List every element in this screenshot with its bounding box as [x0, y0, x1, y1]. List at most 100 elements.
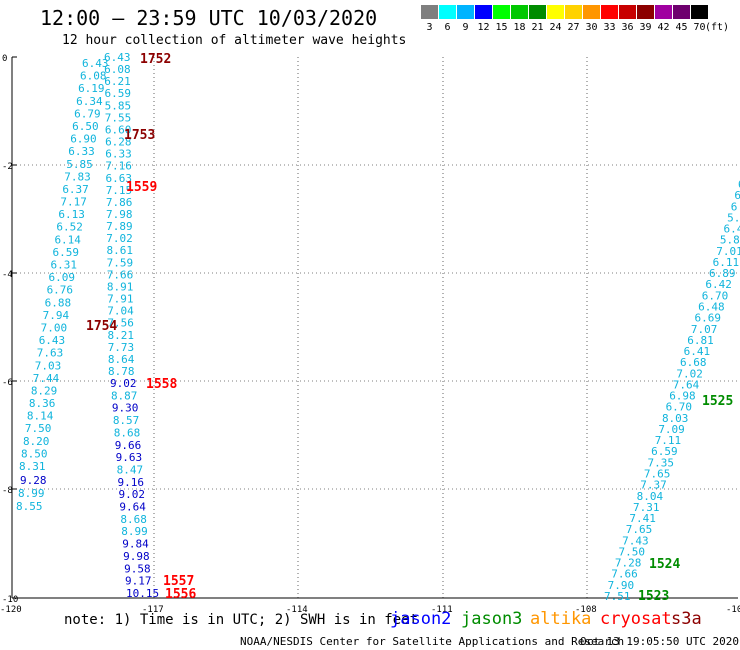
colorbar-label: 27	[567, 22, 580, 33]
track-b-value: 7.66	[107, 268, 133, 281]
track-a-value: 8.31	[19, 460, 46, 473]
track-b-value: 6.33	[105, 148, 132, 161]
track-b-value: 8.57	[113, 414, 140, 427]
track-a-value: 8.99	[18, 487, 45, 500]
track-a-value: 6.34	[76, 95, 103, 108]
track-c-value: 7.43	[622, 534, 649, 547]
track-c-value: 5.8	[727, 211, 740, 224]
track-c-value: 7.41	[629, 512, 656, 525]
track-b-value: 8.61	[106, 244, 133, 257]
colorbar-swatch	[673, 5, 690, 19]
legend-s3a: s3a	[671, 609, 702, 629]
track-a-value: 6.33	[68, 145, 95, 158]
track-b-value: 7.02	[106, 232, 133, 245]
legend-altika: altika	[530, 609, 592, 629]
track-c-value: 7.01	[716, 245, 740, 258]
map-frame	[11, 57, 738, 599]
track-c-value: 6.98	[669, 390, 696, 403]
track-b-value: 9.17	[125, 575, 152, 588]
track-a-value: 7.03	[35, 359, 62, 372]
track-b-value: 7.59	[107, 256, 134, 269]
map-grid	[12, 56, 738, 598]
track-b-value: 9.02	[118, 488, 144, 501]
legend-jason2: jason2	[390, 609, 452, 629]
track-c-value: 6	[738, 178, 740, 191]
track-c-value: 7.90	[608, 579, 635, 592]
colorbar-swatch	[691, 5, 708, 19]
track-c-value: 6.70	[666, 401, 693, 414]
track-b-value: 7.86	[106, 196, 133, 209]
track-a-value: 6.50	[72, 120, 99, 133]
legend-cryosat: cryosat	[600, 609, 672, 629]
colorbar-swatch	[529, 5, 546, 19]
track-c-value: 7.65	[644, 468, 671, 481]
track-c-value: 7.28	[615, 557, 642, 570]
track-b-value: 8.64	[108, 353, 135, 366]
track-c-value: 6.70	[702, 289, 729, 302]
track-a-value: 7.50	[25, 422, 52, 435]
pass-time-label: 1754	[86, 319, 117, 334]
track-b-value: 7.89	[106, 220, 132, 233]
track-b-value: 5.85	[105, 99, 132, 112]
track-b-value: 9.58	[124, 562, 151, 575]
track-b-value: 6.08	[104, 63, 130, 76]
track-b-value: 6.60	[105, 123, 132, 136]
pass-time-label: 1557	[163, 574, 194, 589]
track-b-value: 7.98	[106, 208, 133, 221]
colorbar-unit: (ft)	[705, 22, 730, 33]
track-a-value: 6.59	[52, 246, 79, 259]
track-b-value: 7.04	[107, 305, 134, 318]
map-title: 12:00 – 23:59 UTC 10/03/2020	[40, 6, 378, 30]
track-c-value: 6.68	[680, 356, 707, 369]
track-b-value: 6.63	[106, 172, 132, 185]
track-b-value: 9.02	[110, 377, 137, 390]
track-b-value: 8.47	[117, 463, 143, 476]
track-a-value: 5.85	[66, 158, 93, 171]
track-a-value: 8.50	[21, 447, 48, 460]
track-a-value: 6.76	[47, 284, 74, 297]
x-tick-label: -120	[0, 605, 22, 615]
track-b-value: 9.30	[112, 402, 139, 415]
credit-line: NOAA/NESDIS Center for Satellite Applica…	[240, 635, 625, 648]
track-b-value: 8.99	[121, 525, 148, 538]
pass-time-label: 1524	[649, 557, 680, 572]
generated-timestamp: Oct 13 19:05:50 UTC 2020	[580, 635, 739, 648]
track-c-value: 6.4	[731, 200, 740, 213]
track-c-value: 6.42	[705, 278, 732, 291]
y-tick-label: -2	[2, 162, 13, 172]
track-b-value: 8.68	[114, 426, 141, 439]
colorbar-label: 12	[477, 22, 490, 33]
track-c-value: 7.37	[640, 479, 667, 492]
track-b-value: 8.91	[107, 280, 134, 293]
x-tick-label: -114	[286, 605, 308, 615]
track-c-value: 6.59	[651, 445, 678, 458]
track-c-value: 7.09	[658, 423, 685, 436]
track-a-value: 8.55	[16, 500, 43, 513]
y-tick-label: -8	[2, 486, 13, 496]
y-tick-label: -10	[2, 595, 18, 605]
track-a-value: 8.14	[27, 410, 54, 423]
colorbar-swatch	[547, 5, 564, 19]
track-b-value: 8.21	[108, 329, 134, 342]
track-b-value: 6.59	[104, 87, 131, 100]
track-b-value: 7.15	[106, 184, 133, 197]
colorbar-swatch	[457, 5, 474, 19]
pass-time-label: 1753	[124, 128, 155, 143]
colorbar-label: 42	[657, 22, 670, 33]
track-a-value: 7.63	[37, 347, 64, 360]
pass-time-label: 1556	[165, 587, 196, 602]
y-tick-label: -6	[2, 378, 13, 388]
colorbar-label: 33	[603, 22, 616, 33]
track-b-value: 9.63	[116, 451, 143, 464]
track-a-value: 6.52	[56, 221, 83, 234]
track-a-value: 9.28	[20, 474, 47, 487]
legend-jason3: jason3	[461, 609, 523, 629]
track-b-value: 7.91	[107, 293, 134, 306]
track-a-value: 7.17	[60, 196, 87, 209]
track-c-value: 6.11	[713, 256, 740, 269]
pass-time-label: 1752	[140, 52, 171, 67]
track-a-value: 6.14	[54, 233, 81, 246]
units-note: note: 1) Time is in UTC; 2) SWH is in fe…	[64, 612, 419, 628]
track-c-value: 7.50	[618, 545, 645, 558]
